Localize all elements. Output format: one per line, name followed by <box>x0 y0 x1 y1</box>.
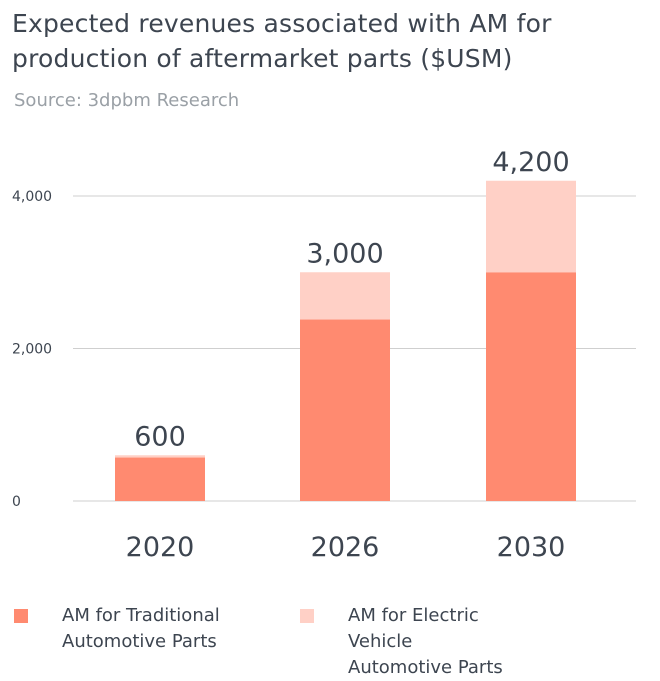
x-tick-label: 2020 <box>126 532 195 563</box>
total-label: 600 <box>134 421 186 452</box>
bar-chart: 0 2,000 4,000 600 2020 3,000 2026 4,200 2030 <box>12 147 636 563</box>
bar-segment <box>486 180 576 273</box>
bar-segment <box>115 455 205 458</box>
legend-label-line2: Automotive Parts <box>62 631 217 652</box>
total-label: 3,000 <box>306 238 383 269</box>
y-tick-label: 4,000 <box>12 189 52 205</box>
bar-segment <box>300 272 390 320</box>
legend-item-traditional: AM for Traditional Automotive Parts <box>14 603 262 655</box>
legend-item-electric: AM for Electric Vehicle Automotive Parts <box>300 603 548 681</box>
legend-label-line1: AM for Electric Vehicle <box>348 605 479 652</box>
x-tick-label: 2030 <box>497 532 566 563</box>
bar-segment <box>486 272 576 501</box>
legend-label-line2: Automotive Parts <box>348 657 503 678</box>
chart-source: Source: 3dpbm Research <box>14 90 240 111</box>
bar-segment <box>115 457 205 501</box>
y-tick-label: 2,000 <box>12 342 52 358</box>
y-tick-label: 0 <box>12 494 21 510</box>
legend-swatch-electric <box>300 609 314 623</box>
total-label: 4,200 <box>492 147 569 178</box>
chart-title: Expected revenues associated with AM for… <box>12 9 552 73</box>
x-tick-label: 2026 <box>311 532 380 563</box>
legend-label-line1: AM for Traditional <box>62 605 220 626</box>
legend-swatch-traditional <box>14 609 28 623</box>
bar-segment <box>300 319 390 501</box>
